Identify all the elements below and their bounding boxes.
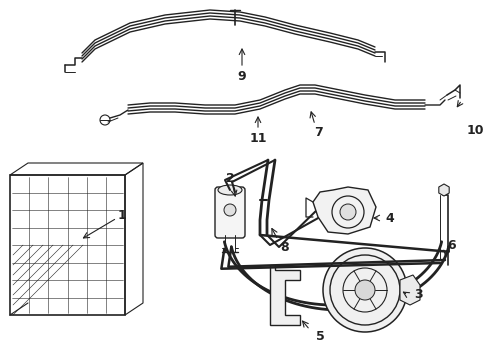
Text: 11: 11 xyxy=(249,131,267,144)
Circle shape xyxy=(355,280,375,300)
Text: 9: 9 xyxy=(238,69,246,82)
Ellipse shape xyxy=(218,185,242,195)
Text: 8: 8 xyxy=(281,240,289,253)
Text: 4: 4 xyxy=(386,212,394,225)
Text: 1: 1 xyxy=(118,208,126,221)
Text: 6: 6 xyxy=(448,239,456,252)
Text: 2: 2 xyxy=(225,171,234,185)
Polygon shape xyxy=(313,187,376,234)
Text: 7: 7 xyxy=(314,126,322,139)
Polygon shape xyxy=(400,275,420,305)
FancyBboxPatch shape xyxy=(215,187,245,238)
Text: 3: 3 xyxy=(414,288,422,302)
Polygon shape xyxy=(270,265,300,325)
Polygon shape xyxy=(439,184,449,196)
Text: 10: 10 xyxy=(466,123,484,136)
Circle shape xyxy=(340,204,356,220)
Text: 5: 5 xyxy=(316,330,324,343)
Circle shape xyxy=(224,204,236,216)
Circle shape xyxy=(323,248,407,332)
